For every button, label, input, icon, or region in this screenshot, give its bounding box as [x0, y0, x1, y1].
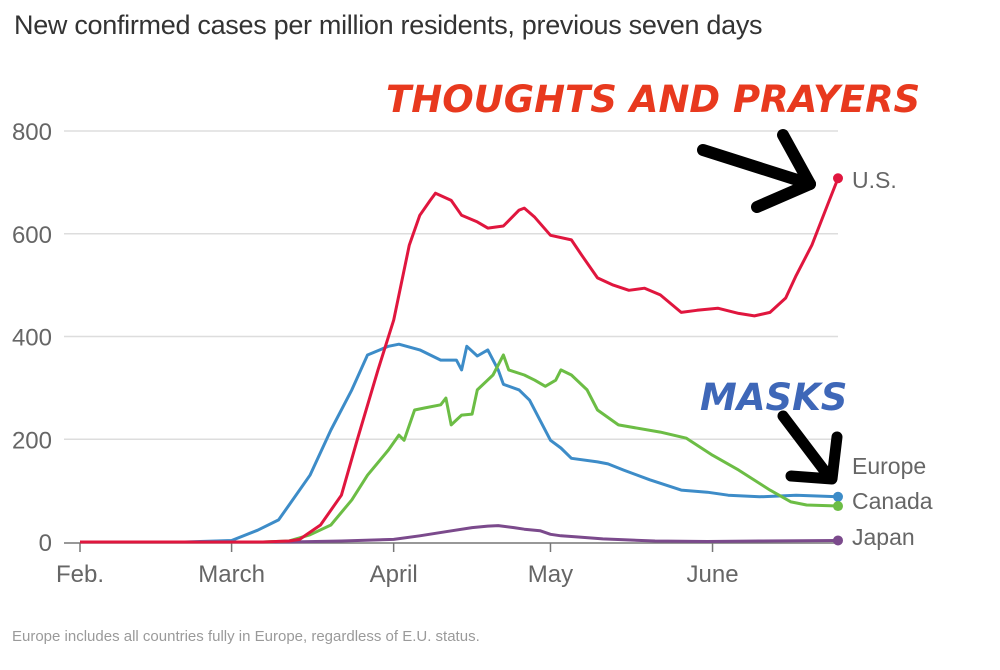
x-tick-label: Feb. [56, 561, 104, 588]
series-endpoint-japan [833, 535, 843, 546]
chart-title: New confirmed cases per million resident… [14, 10, 763, 40]
series-label-japan: Japan [852, 524, 915, 550]
x-tick-label: May [528, 561, 573, 588]
chart-footnote: Europe includes all countries fully in E… [12, 628, 480, 645]
y-tick-label: 600 [12, 222, 52, 249]
arrow-icon-us [697, 129, 816, 213]
annotation-masks: MASKS [700, 376, 847, 419]
series-line-us [80, 177, 840, 544]
y-tick-label: 0 [39, 530, 52, 557]
x-tick-label: June [687, 561, 739, 588]
series-endpoint-europe [833, 491, 843, 502]
y-tick-label: 200 [12, 427, 52, 454]
arrow-icon-masks [777, 410, 843, 485]
series-label-europe: Europe [852, 453, 926, 479]
x-tick-label: April [370, 561, 418, 588]
series-endpoint-canada [833, 501, 843, 512]
y-tick-label: 400 [12, 325, 52, 352]
series-label-canada: Canada [852, 488, 933, 514]
series-line-canada [80, 353, 839, 544]
series-label-us: U.S. [852, 167, 897, 193]
x-tick-label: March [198, 561, 265, 588]
annotation-thoughts-and-prayers: THOUGHTS AND PRAYERS [386, 78, 920, 121]
y-tick-label: 800 [12, 119, 52, 146]
series-line-europe [80, 342, 839, 544]
series-line-japan [80, 524, 839, 544]
series-endpoint-us [833, 173, 843, 184]
